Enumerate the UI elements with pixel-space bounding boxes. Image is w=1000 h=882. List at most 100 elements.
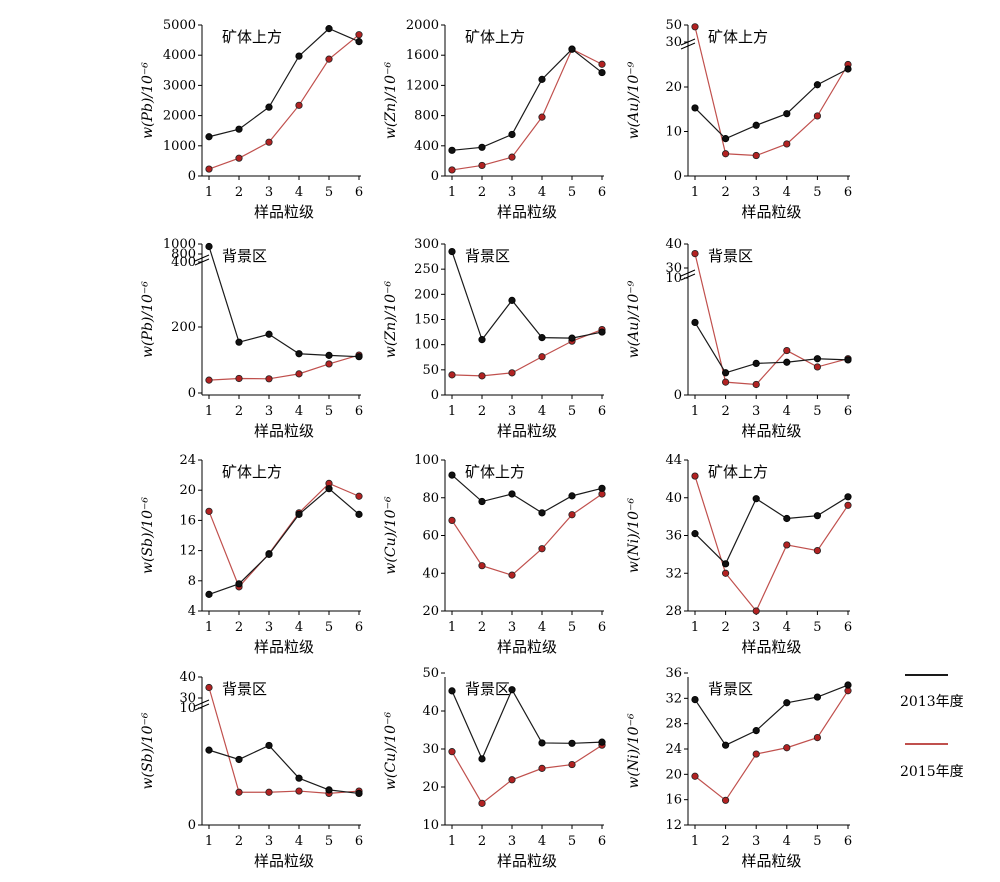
series-line-2013 <box>451 251 603 341</box>
x-tick-label: 6 <box>355 185 363 200</box>
x-tick-label: 3 <box>265 404 273 419</box>
y-tick-label: 24 <box>179 453 196 468</box>
chart-panel-11: 10 20 30 40 50 1 2 3 4 5 6 样品粒级 w(Cu)/10⁻⁶ 背景区 <box>383 666 606 870</box>
chart-title: 矿体上方 <box>222 463 282 481</box>
y-tick-label: 16 <box>665 793 682 808</box>
data-point-2013 <box>478 336 486 344</box>
series-line-2015 <box>208 482 360 588</box>
data-point-2013 <box>265 330 273 338</box>
data-point-2015 <box>752 750 760 758</box>
data-point-2015 <box>478 799 486 807</box>
y-tick-label: 800 <box>171 247 196 262</box>
data-point-2015 <box>235 154 243 162</box>
x-tick-label: 6 <box>355 620 363 635</box>
y-tick-label: 16 <box>179 513 196 528</box>
x-axis-label: 样品粒级 <box>254 638 314 656</box>
y-axis-label: w(Cu)/10⁻⁶ <box>383 712 399 791</box>
y-tick-label: 80 <box>422 491 439 506</box>
data-point-2013 <box>721 741 730 749</box>
data-point-2013 <box>508 490 516 498</box>
legend: 2013年度 2015年度 <box>900 674 964 780</box>
x-axis-label: 样品粒级 <box>741 852 801 870</box>
data-point-2013 <box>844 681 852 689</box>
y-tick-label: 100 <box>414 453 439 468</box>
y-tick-label: 36 <box>665 529 682 544</box>
x-tick-label: 1 <box>205 185 213 200</box>
series-line-2015 <box>208 687 360 795</box>
data-point-2015 <box>325 360 333 368</box>
x-axis-label: 样品粒级 <box>497 638 557 656</box>
data-point-2013 <box>325 25 333 33</box>
data-point-2015 <box>721 569 730 577</box>
chart-title: 背景区 <box>222 680 267 698</box>
x-tick-label: 3 <box>752 404 760 419</box>
data-point-2015 <box>691 772 699 780</box>
y-tick-label: 28 <box>665 604 682 619</box>
data-point-2015 <box>598 60 606 68</box>
y-tick-label: 2000 <box>163 109 196 124</box>
y-tick-label: 60 <box>422 529 439 544</box>
y-tick-label: 150 <box>414 313 439 328</box>
x-tick-label: 3 <box>508 404 516 419</box>
x-tick-label: 6 <box>598 185 606 200</box>
y-tick-label: 300 <box>414 237 439 252</box>
x-axis-label: 样品粒级 <box>497 852 557 870</box>
series-line-2013 <box>208 246 360 358</box>
x-tick-label: 1 <box>691 834 699 849</box>
data-point-2013 <box>844 493 852 501</box>
legend-label-2013: 2013年度 <box>900 694 964 710</box>
data-point-2015 <box>691 23 699 31</box>
data-point-2015 <box>448 371 456 379</box>
y-tick-label: 10 <box>422 818 439 833</box>
data-point-2015 <box>325 55 333 63</box>
legend-label-2015: 2015年度 <box>900 764 964 780</box>
data-point-2013 <box>205 133 213 141</box>
data-point-2013 <box>568 492 576 500</box>
x-tick-label: 2 <box>721 185 729 200</box>
data-point-2013 <box>265 103 273 111</box>
data-point-2015 <box>478 562 486 570</box>
x-tick-label: 4 <box>295 834 303 849</box>
y-axis-label: w(Au)/10⁻⁹ <box>626 61 642 139</box>
chart-title: 矿体上方 <box>708 28 768 46</box>
x-tick-label: 2 <box>478 404 486 419</box>
y-axis-label: w(Ni)/10⁻⁶ <box>626 498 642 574</box>
data-point-2015 <box>448 748 456 756</box>
x-tick-label: 6 <box>355 834 363 849</box>
y-tick-label: 12 <box>179 544 196 559</box>
data-point-2013 <box>538 334 546 342</box>
data-point-2015 <box>813 546 822 555</box>
data-point-2013 <box>508 130 516 139</box>
y-tick-label: 1000 <box>163 139 196 154</box>
data-point-2015 <box>538 545 546 553</box>
data-point-2015 <box>508 369 516 377</box>
x-tick-label: 1 <box>691 185 699 200</box>
x-tick-label: 5 <box>568 834 576 849</box>
x-tick-label: 3 <box>265 185 273 200</box>
data-point-2015 <box>568 760 576 769</box>
y-tick-label: 30 <box>665 261 682 276</box>
x-tick-label: 4 <box>783 620 791 635</box>
y-tick-label: 4 <box>188 604 196 619</box>
data-point-2013 <box>295 774 303 782</box>
x-tick-label: 3 <box>752 185 760 200</box>
x-tick-label: 4 <box>295 404 303 419</box>
data-point-2013 <box>355 789 363 798</box>
x-tick-label: 5 <box>813 185 821 200</box>
chart-title: 背景区 <box>465 247 510 265</box>
x-axis-label: 样品粒级 <box>497 422 557 440</box>
y-tick-label: 20 <box>665 80 682 95</box>
x-tick-label: 1 <box>205 404 213 419</box>
x-tick-label: 1 <box>205 834 213 849</box>
chart-panel-8: 20 40 60 80 100 1 2 3 4 5 6 样品粒级 w(Cu)/10⁻⁶ 矿体上方 <box>383 453 606 656</box>
data-point-2013 <box>568 739 576 747</box>
data-point-2013 <box>752 121 760 129</box>
data-point-2013 <box>568 334 576 342</box>
y-tick-label: 10 <box>665 271 682 286</box>
y-tick-label: 32 <box>665 566 682 581</box>
series-line-2013 <box>451 474 603 514</box>
data-point-2015 <box>783 346 791 355</box>
